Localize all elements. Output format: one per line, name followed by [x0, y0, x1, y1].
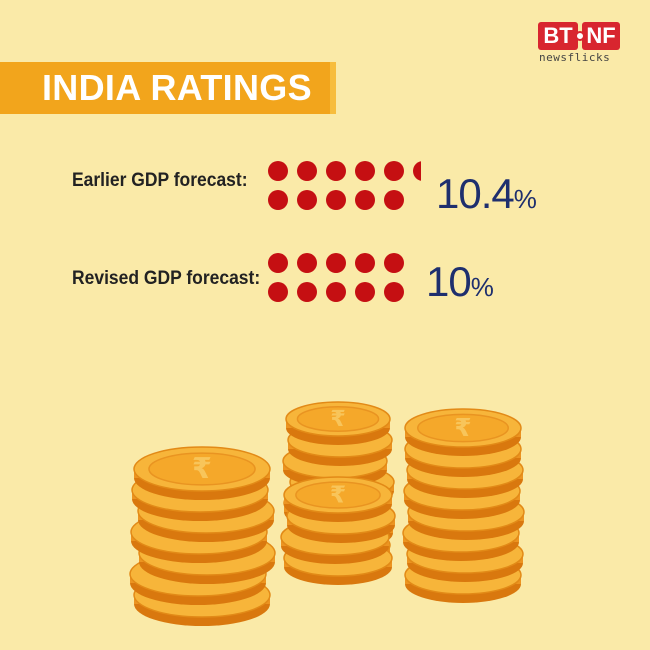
- rupee-symbol: ₹: [454, 413, 471, 442]
- rupee-coin-top: ₹: [283, 476, 393, 522]
- revised-forecast-number: 10: [426, 258, 472, 305]
- rupee-coin-top: ₹: [404, 408, 522, 456]
- forecast-dot: [355, 190, 375, 210]
- logo-bt: BT: [538, 22, 578, 50]
- forecast-dot: [384, 282, 404, 302]
- forecast-dot: [326, 190, 346, 210]
- rupee-symbol: ₹: [330, 481, 346, 509]
- earlier-forecast-value: 10.4%: [436, 170, 537, 218]
- forecast-dot: [297, 190, 317, 210]
- rupee-coin-top: ₹: [285, 401, 391, 445]
- revised-forecast-unit: %: [470, 272, 494, 302]
- earlier-forecast-number: 10.4: [436, 170, 515, 217]
- rupee-symbol: ₹: [330, 406, 345, 432]
- revised-forecast-value: 10%: [426, 258, 494, 306]
- forecast-dot: [355, 161, 375, 181]
- logo-subtitle: newsflicks: [539, 51, 611, 64]
- forecast-dot: [268, 253, 288, 273]
- earlier-forecast-dots: [268, 161, 421, 210]
- forecast-dot: [384, 190, 404, 210]
- forecast-dot: [384, 253, 404, 273]
- title-banner: [0, 62, 332, 114]
- revised-forecast-label: Revised GDP forecast:: [72, 268, 261, 289]
- forecast-dot: [384, 161, 404, 181]
- forecast-dot: [355, 282, 375, 302]
- earlier-forecast-unit: %: [513, 184, 537, 214]
- title-banner-edge: [330, 62, 336, 114]
- forecast-dot: [326, 282, 346, 302]
- forecast-dot: [268, 161, 288, 181]
- logo-dot-icon: [575, 31, 585, 41]
- forecast-dot: [355, 253, 375, 273]
- forecast-dot: [297, 282, 317, 302]
- forecast-dot: [326, 161, 346, 181]
- forecast-dot: [326, 253, 346, 273]
- page-title: INDIA RATINGS: [42, 67, 312, 108]
- earlier-forecast-label: Earlier GDP forecast:: [72, 170, 248, 191]
- forecast-dot: [268, 190, 288, 210]
- rupee-symbol: ₹: [192, 451, 212, 485]
- rupee-coin-top: ₹: [133, 446, 271, 500]
- forecast-dot: [297, 161, 317, 181]
- bt-newsflicks-logo: BT NF newsflicks: [538, 22, 624, 66]
- forecast-dot: [297, 253, 317, 273]
- logo-nf: NF: [582, 22, 620, 50]
- forecast-dot-partial: [413, 161, 421, 181]
- forecast-dot: [268, 282, 288, 302]
- revised-forecast-dots: [268, 253, 404, 302]
